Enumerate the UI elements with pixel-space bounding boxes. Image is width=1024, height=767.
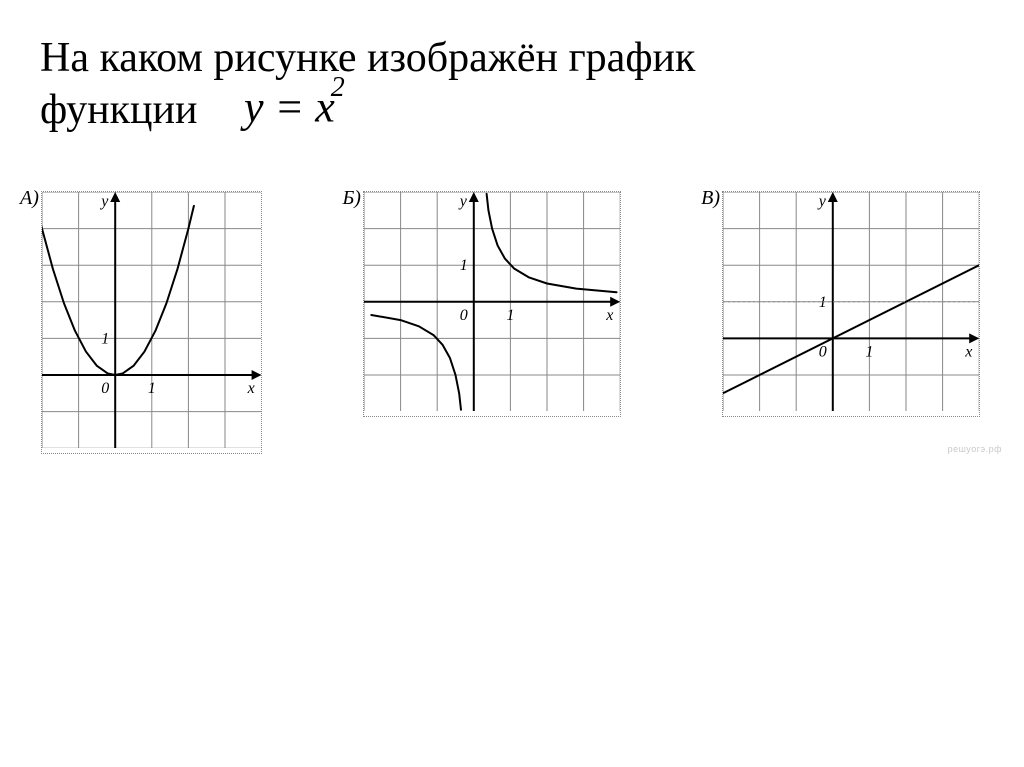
svg-text:0: 0 [819, 343, 827, 360]
svg-text:1: 1 [506, 306, 514, 323]
svg-text:x: x [605, 306, 613, 323]
chart-a-frame: y x 0 1 1 [41, 191, 263, 454]
svg-text:0: 0 [460, 306, 468, 323]
question-title: На каком рисунке изображён график функци… [40, 34, 984, 135]
charts-row: А) yx011 Б) yx011 В) yx011 [20, 191, 984, 454]
chart-a-svg: y x 0 1 1 [42, 192, 262, 448]
chart-option-c: В) yx011 [701, 191, 980, 418]
svg-text:y: y [458, 193, 468, 210]
equation-text: y = x2 [236, 82, 353, 132]
chart-letter-b: Б) [342, 187, 360, 210]
equation: y = x2 [236, 82, 353, 133]
svg-text:1: 1 [819, 293, 827, 310]
svg-text:1: 1 [865, 343, 873, 360]
svg-text:y: y [817, 193, 827, 210]
chart-c-frame: y x 0 1 1 [722, 191, 980, 418]
svg-text:x: x [246, 380, 254, 397]
chart-c-svg: y x 0 1 1 [723, 192, 979, 412]
chart-letter-c: В) [701, 187, 720, 210]
chart-option-a: А) yx011 [20, 191, 262, 454]
title-line-2: функции [40, 87, 197, 133]
chart-letter-a: А) [20, 187, 39, 210]
title-line-1: На каком рисунке изображён график [40, 35, 695, 81]
svg-text:x: x [964, 343, 972, 360]
chart-b-svg: y x 0 1 1 [364, 192, 620, 412]
svg-text:1: 1 [101, 330, 109, 347]
svg-text:1: 1 [148, 380, 156, 397]
chart-option-b: Б) yx011 [342, 191, 621, 418]
svg-text:0: 0 [101, 380, 109, 397]
equation-exponent: 2 [331, 72, 345, 103]
watermark: решуогэ.рф [948, 444, 1002, 454]
chart-b-frame: y x 0 1 1 [363, 191, 621, 418]
svg-text:y: y [99, 193, 109, 210]
svg-text:1: 1 [460, 257, 468, 274]
